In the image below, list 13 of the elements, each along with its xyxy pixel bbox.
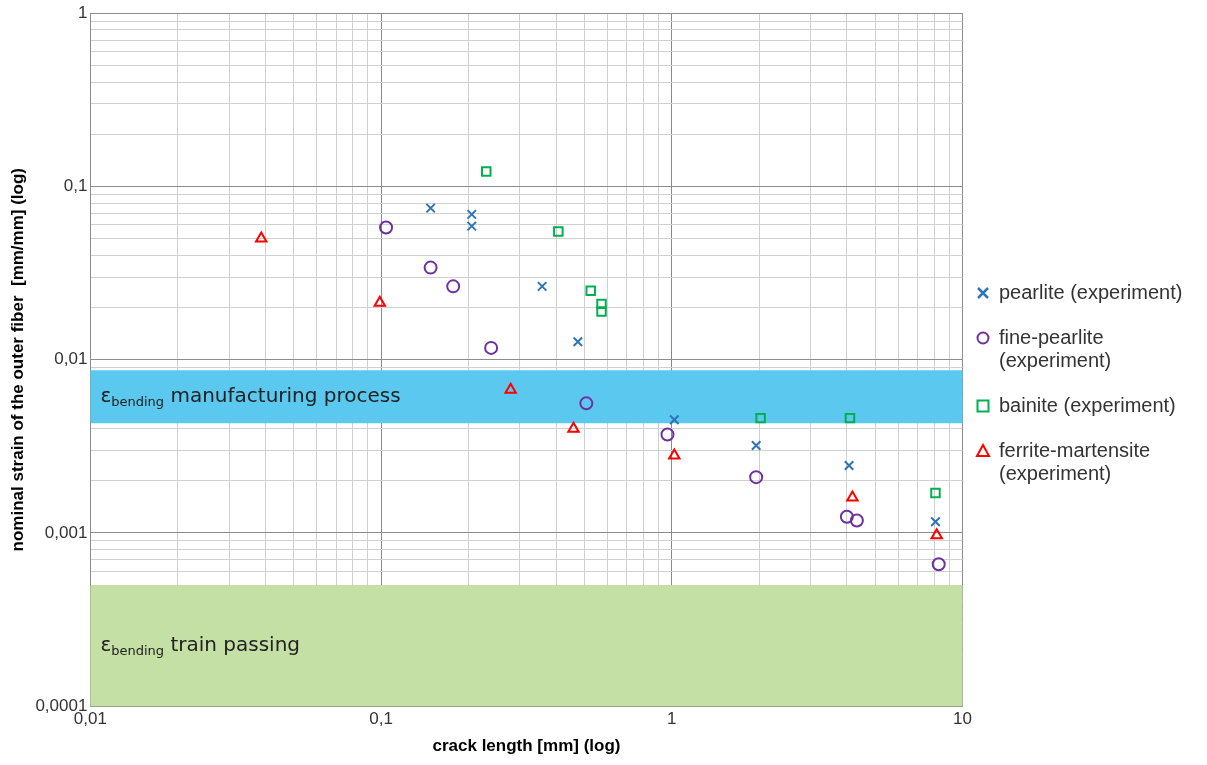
y-tick-label: 0,01 [54,349,88,369]
legend-label: fine-pearlite (experiment) [999,325,1113,372]
legend-label: pearlite (experiment) [999,280,1183,304]
legend-label: bainite (experiment) [999,393,1176,417]
legend-label: ferrite-martensite (experiment) [999,438,1152,485]
x-tick-label: 1 [667,709,677,729]
x-axis-title: crack length [mm] (log) [432,736,621,756]
x-tick-label: 0,1 [369,709,393,729]
y-axis-title: nominal strain of the outer fiber [mm/mm] (log) [7,167,27,552]
y-tick-label: 1 [77,2,88,22]
y-tick-label: 0,1 [63,176,88,196]
y-tick-label: 0,001 [44,522,88,542]
x-tick-label: 10 [953,709,973,729]
